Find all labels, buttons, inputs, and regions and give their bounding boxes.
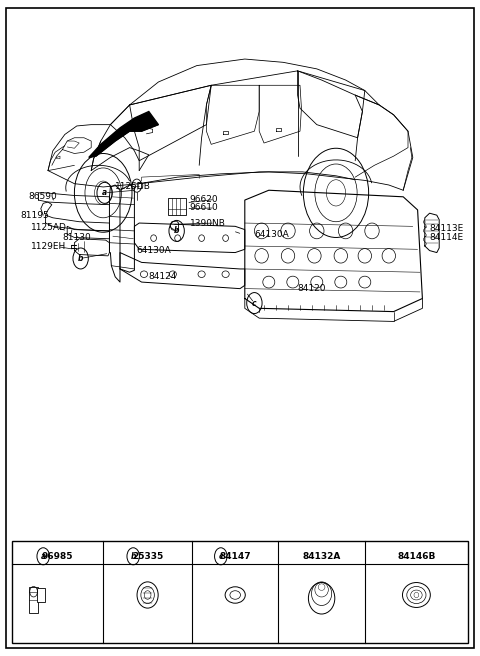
Text: b: b — [78, 254, 84, 263]
Bar — [29, 587, 38, 613]
Text: a: a — [102, 188, 107, 197]
Bar — [37, 588, 45, 602]
Text: 84132A: 84132A — [302, 552, 341, 561]
Text: c: c — [218, 552, 223, 561]
Text: 84113E: 84113E — [430, 224, 464, 234]
Text: b: b — [131, 552, 136, 561]
Text: 84147: 84147 — [219, 552, 251, 561]
Text: 96610: 96610 — [190, 203, 218, 213]
Text: 1125AD: 1125AD — [31, 223, 67, 232]
Text: 1125DB: 1125DB — [115, 182, 151, 192]
Text: 96985: 96985 — [42, 552, 73, 561]
Text: 1390NB: 1390NB — [190, 218, 226, 228]
Text: 84124: 84124 — [149, 272, 177, 281]
Text: 96620: 96620 — [190, 195, 218, 204]
Bar — [168, 198, 186, 215]
Text: b: b — [174, 226, 180, 236]
Bar — [12, 541, 468, 643]
Text: 84114E: 84114E — [430, 233, 464, 242]
Polygon shape — [89, 112, 158, 157]
Text: a: a — [41, 552, 46, 561]
Text: 25335: 25335 — [132, 552, 163, 561]
Text: 81195: 81195 — [20, 211, 49, 220]
Text: c: c — [252, 298, 257, 308]
Text: 81130: 81130 — [62, 233, 91, 242]
Text: 64130A: 64130A — [254, 230, 289, 239]
Text: 84120: 84120 — [298, 284, 326, 293]
Text: 1129EH: 1129EH — [31, 242, 66, 251]
Text: 64130A: 64130A — [137, 246, 171, 255]
Text: 84146B: 84146B — [397, 552, 435, 561]
Text: 86590: 86590 — [29, 192, 58, 201]
